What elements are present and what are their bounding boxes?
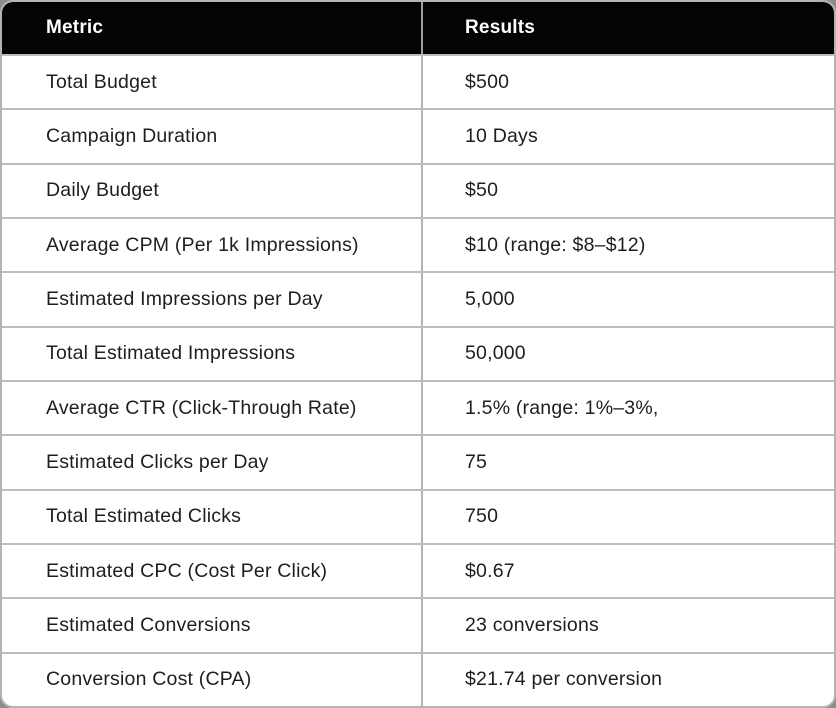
- result-cell: 10 Days: [421, 110, 834, 163]
- metric-cell: Conversion Cost (CPA): [46, 668, 252, 691]
- table-row: Total Budget $500: [2, 54, 834, 109]
- metric-cell: Total Estimated Impressions: [46, 342, 296, 365]
- result-cell: 750: [421, 490, 834, 543]
- column-header-results: Results: [421, 2, 834, 54]
- table-row: Total Estimated Clicks 750: [2, 488, 834, 543]
- table-row: Estimated Clicks per Day 75: [2, 434, 834, 489]
- metric-cell: Average CPM (Per 1k Impressions): [46, 233, 359, 256]
- metric-cell: Campaign Duration: [46, 124, 218, 147]
- column-header-metric: Metric: [46, 17, 104, 38]
- metric-cell: Estimated CPC (Cost Per Click): [46, 559, 328, 582]
- metric-cell: Total Estimated Clicks: [46, 505, 242, 528]
- metric-cell: Daily Budget: [46, 179, 159, 202]
- table-row: Estimated Impressions per Day 5,000: [2, 271, 834, 326]
- result-cell: 23 conversions: [421, 599, 834, 652]
- table-row: Conversion Cost (CPA) $21.74 per convers…: [2, 651, 834, 706]
- table-row: Average CPM (Per 1k Impressions) $10 (ra…: [2, 216, 834, 272]
- metric-cell: Estimated Conversions: [46, 613, 251, 636]
- result-cell: 1.5% (range: 1%–3%,: [421, 381, 834, 435]
- result-cell: 75: [421, 436, 834, 489]
- table-row: Estimated CPC (Cost Per Click) $0.67: [2, 542, 834, 598]
- result-cell: $50: [421, 164, 834, 217]
- table-row: Campaign Duration 10 Days: [2, 108, 834, 163]
- metric-cell: Estimated Clicks per Day: [46, 450, 269, 473]
- result-cell: $0.67: [421, 544, 834, 598]
- table-header-row: Metric Results: [2, 2, 834, 54]
- result-cell: $10 (range: $8–$12): [421, 218, 834, 272]
- table-row: Estimated Conversions 23 conversions: [2, 597, 834, 652]
- result-cell: 5,000: [421, 273, 834, 326]
- metric-cell: Estimated Impressions per Day: [46, 287, 323, 310]
- table-row: Total Estimated Impressions 50,000: [2, 325, 834, 380]
- table-row: Average CTR (Click-Through Rate) 1.5% (r…: [2, 379, 834, 435]
- metric-cell: Total Budget: [46, 70, 157, 93]
- result-cell: $500: [421, 56, 834, 109]
- result-cell: 50,000: [421, 327, 834, 380]
- result-cell: $21.74 per conversion: [421, 653, 834, 706]
- metric-cell: Average CTR (Click-Through Rate): [46, 396, 357, 419]
- table-row: Daily Budget $50: [2, 162, 834, 217]
